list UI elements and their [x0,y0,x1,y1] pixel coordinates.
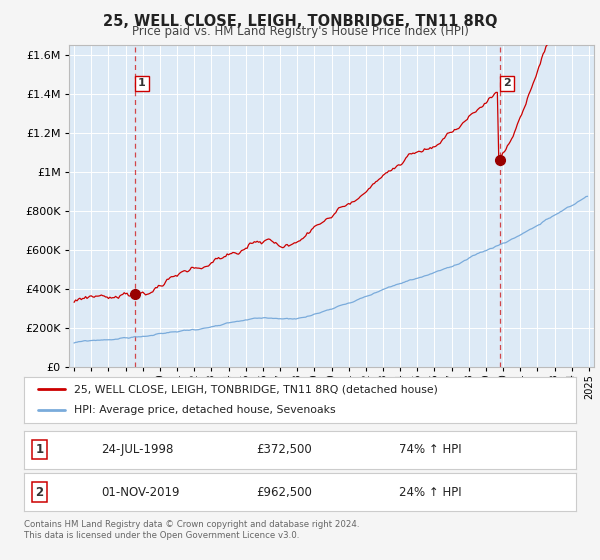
Text: 2: 2 [35,486,44,499]
Text: 25, WELL CLOSE, LEIGH, TONBRIDGE, TN11 8RQ: 25, WELL CLOSE, LEIGH, TONBRIDGE, TN11 8… [103,14,497,29]
Text: 1: 1 [138,78,146,88]
Text: HPI: Average price, detached house, Sevenoaks: HPI: Average price, detached house, Seve… [74,405,335,416]
Text: £372,500: £372,500 [256,443,311,456]
Text: Contains HM Land Registry data © Crown copyright and database right 2024.
This d: Contains HM Land Registry data © Crown c… [24,520,359,540]
Text: 01-NOV-2019: 01-NOV-2019 [101,486,180,499]
Text: 1: 1 [35,443,44,456]
Text: Price paid vs. HM Land Registry's House Price Index (HPI): Price paid vs. HM Land Registry's House … [131,25,469,38]
Text: 25, WELL CLOSE, LEIGH, TONBRIDGE, TN11 8RQ (detached house): 25, WELL CLOSE, LEIGH, TONBRIDGE, TN11 8… [74,384,437,394]
Text: 2: 2 [503,78,511,88]
Text: 24-JUL-1998: 24-JUL-1998 [101,443,173,456]
Text: 24% ↑ HPI: 24% ↑ HPI [400,486,462,499]
Text: £962,500: £962,500 [256,486,312,499]
Text: 74% ↑ HPI: 74% ↑ HPI [400,443,462,456]
